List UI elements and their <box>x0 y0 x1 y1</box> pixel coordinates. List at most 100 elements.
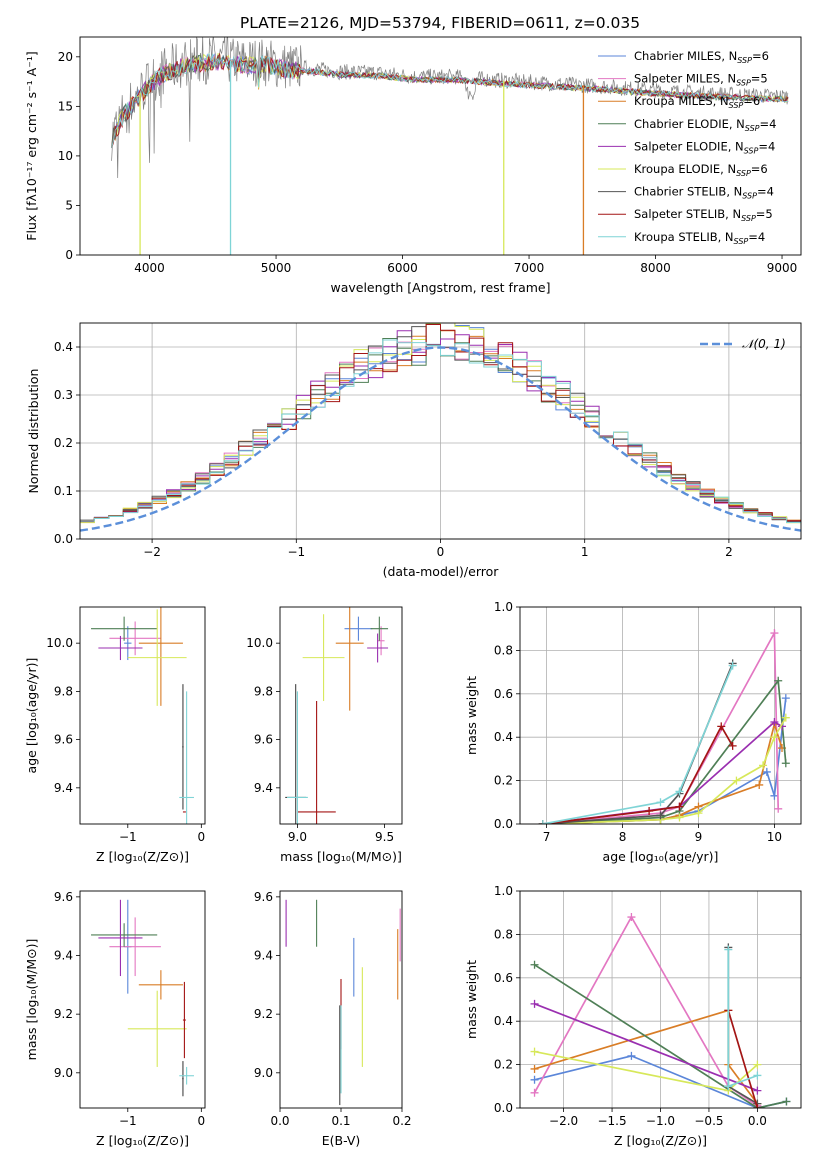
errorbar-point <box>182 1061 184 1097</box>
errorbar-point <box>367 633 389 663</box>
y-tick-label: 0.4 <box>494 730 513 744</box>
x-axis-label: E(B-V) <box>322 1133 361 1148</box>
axes-frame <box>279 890 403 1109</box>
axes-frame <box>519 890 802 1109</box>
data-point-marker <box>530 1075 539 1084</box>
x-tick-label: −1.5 <box>597 1114 626 1128</box>
data-point-marker <box>728 661 737 670</box>
data-point-marker <box>781 694 790 703</box>
y-tick-label: 9.8 <box>54 684 73 698</box>
legend-label: Chabrier MILES, NSSP=6 <box>634 49 769 65</box>
y-tick-label: 0.0 <box>494 817 513 831</box>
errorbar-point <box>98 635 143 661</box>
series-line <box>542 665 734 824</box>
y-tick-label: 9.4 <box>54 781 73 795</box>
legend-label: Salpeter MILES, NSSP=5 <box>634 72 768 88</box>
y-tick-label: 10 <box>58 149 73 163</box>
data-point-marker <box>762 767 771 776</box>
normal-curve <box>80 346 801 532</box>
panel-age-vs-Z: −1 0 9.4 9.6 9.8 10.0 Z [log₁₀(Z/Z⊙)] age [log₁… <box>24 606 206 864</box>
errorbar-point <box>127 609 187 706</box>
x-tick-label: −2 <box>143 545 161 559</box>
data-point-marker <box>645 806 654 815</box>
x-tick-label: −1 <box>119 830 137 844</box>
y-tick-label: 9.6 <box>54 733 73 747</box>
errorbar-point <box>124 626 132 661</box>
y-tick-label: 0.6 <box>494 971 513 985</box>
panel-mass-vs-ebv: 0.0 0.1 0.2 9.0 9.2 9.4 9.6 E(B-V) <box>254 890 412 1148</box>
axes-frame <box>279 606 403 825</box>
y-tick-label: 20 <box>58 50 73 64</box>
y-tick-label: 9.0 <box>254 1066 273 1080</box>
data-point-marker <box>732 776 741 785</box>
series-line <box>727 1010 759 1108</box>
data-point-marker <box>675 813 684 822</box>
x-tick-label: 0.0 <box>748 1114 767 1128</box>
panel-spectrum: 4000 5000 6000 7000 8000 9000 0 5 10 15 20 waveleng… <box>24 36 802 295</box>
y-tick-label: 5 <box>65 198 73 212</box>
x-tick-label: 8000 <box>640 261 671 275</box>
data-point-marker <box>782 1097 791 1106</box>
mass-weight-series <box>538 629 790 824</box>
legend-label: Chabrier ELODIE, NSSP=4 <box>634 117 776 133</box>
series <box>538 676 790 824</box>
series-line <box>542 698 787 824</box>
x-tick-label: −1 <box>119 1114 137 1128</box>
data-point-marker <box>627 1051 636 1060</box>
y-axis-label: Normed distribution <box>26 369 41 494</box>
panel-mass-weight-vs-Z: −2.0 −1.5 −1.0 −0.5 0.0 0.0 0.2 0.4 0.6 0.8 1.0 Z [… <box>464 884 802 1148</box>
legend-label: Kroupa STELIB, NSSP=4 <box>634 230 765 246</box>
series-line <box>534 1003 758 1092</box>
data-point-marker <box>753 1104 762 1108</box>
y-tick-label: 9.4 <box>254 781 273 795</box>
y-axis-label: mass weight <box>464 676 479 755</box>
y-tick-label: 9.6 <box>254 733 273 747</box>
y-tick-label: 9.2 <box>54 1007 73 1021</box>
x-tick-label: 9.5 <box>375 830 394 844</box>
errorbar-point <box>98 899 143 977</box>
panel-residuals: −2 −1 0 1 2 0.0 0.1 0.2 0.3 0.4 (data-model)/error… <box>26 322 802 579</box>
y-tick-label: 9.4 <box>254 949 273 963</box>
data-point-marker <box>717 722 726 731</box>
series <box>724 945 762 1091</box>
panel-mass-weight-vs-age: 7 8 9 10 0.0 0.2 0.4 0.6 0.8 1.0 age [log₁₀(age/yr… <box>464 600 802 864</box>
y-tick-label: 0.6 <box>494 687 513 701</box>
y-tick-label: 0.3 <box>54 388 73 402</box>
series-line <box>542 663 734 824</box>
errorbar-points <box>91 899 194 1097</box>
data-point-marker <box>724 1082 733 1091</box>
x-tick-label: 6000 <box>387 261 418 275</box>
x-tick-label: −1 <box>287 545 305 559</box>
data-point-marker <box>530 1047 539 1056</box>
data-point-marker <box>627 913 636 922</box>
x-axis-label: Z [log₁₀(Z/Z⊙)] <box>96 1133 189 1148</box>
y-tick-label: 10.0 <box>246 636 273 650</box>
data-point-marker <box>530 1064 539 1073</box>
mass-weight-series <box>530 913 791 1108</box>
histogram-series <box>80 339 801 526</box>
axes-frame <box>79 36 802 256</box>
normal-legend-label: 𝒩(0, 1) <box>742 337 786 351</box>
errorbar-point <box>138 607 183 706</box>
spectrum-legend: Chabrier MILES, NSSP=6 Salpeter MILES, NS… <box>598 49 776 246</box>
data-point-marker <box>530 1088 539 1097</box>
x-axis-label: Z [log₁₀(Z/Z⊙)] <box>96 849 189 864</box>
errorbar-point <box>138 970 183 1000</box>
errorbar-point <box>335 607 364 711</box>
y-tick-label: 0.2 <box>54 436 73 450</box>
x-tick-label: 0.0 <box>270 1114 289 1128</box>
y-tick-label: 9.0 <box>54 1066 73 1080</box>
series <box>530 999 762 1095</box>
data-point-marker <box>781 713 790 722</box>
errorbar-point <box>91 616 158 641</box>
spectrum-lines <box>111 37 789 255</box>
axes-frame <box>519 606 802 825</box>
errorbar-point <box>109 917 161 977</box>
panel-age-vs-mass: 9.0 9.5 9.4 9.6 9.8 10.0 mass [log₁₀(M/M⊙)] <box>246 606 403 864</box>
data-point-marker <box>781 759 790 768</box>
errorbar-points <box>285 607 389 824</box>
data-point-marker <box>675 802 684 811</box>
x-tick-label: 9 <box>695 830 703 844</box>
legend-label: Salpeter ELODIE, NSSP=4 <box>634 139 775 155</box>
